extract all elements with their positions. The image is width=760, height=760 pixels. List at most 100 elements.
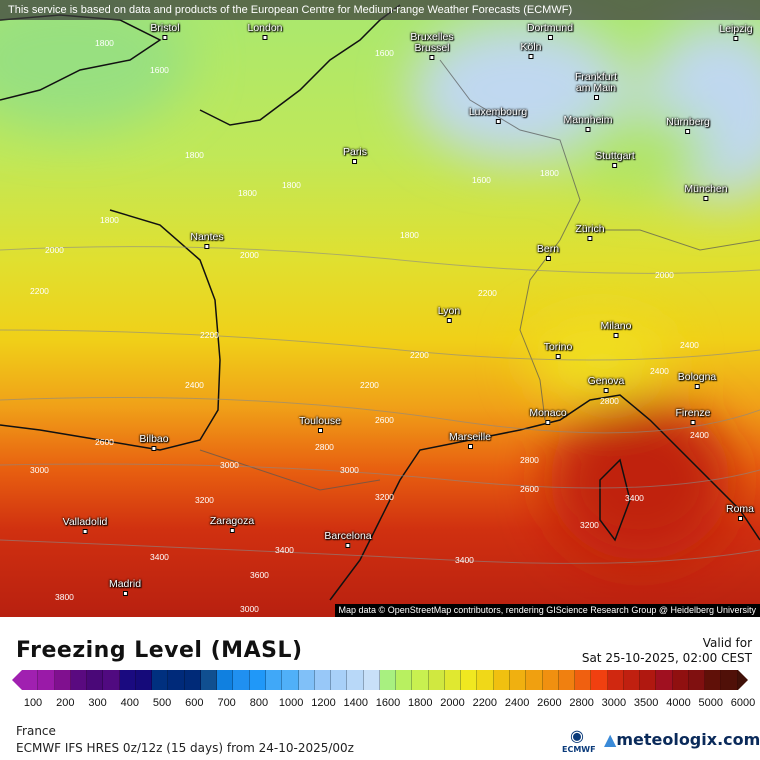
color-swatch [558,670,576,690]
color-swatch [396,670,413,690]
city-label: Nantes [190,232,224,249]
color-swatch [168,670,185,690]
contour-label: 1800 [540,168,559,178]
contour-label: 2200 [30,286,49,296]
color-swatch [135,670,153,690]
scale-tick-label: 5000 [698,697,723,709]
meteologix-logo[interactable]: ▲meteologix.com [604,730,760,749]
city-marker [122,591,128,596]
color-swatch [461,670,478,690]
color-swatch [607,670,624,690]
city-label: Köln [520,42,542,59]
color-scale-bar [12,670,748,690]
contour-label: 2200 [410,350,429,360]
color-swatch [282,670,299,690]
color-swatch [87,670,104,690]
city-label: Torino [544,342,572,359]
city-label: Marseille [449,432,491,449]
city-label: Milano [601,321,631,338]
city-marker [545,256,551,261]
city-marker [345,543,351,548]
contour-label: 3400 [455,555,474,565]
city-marker [82,529,88,534]
valid-time: Valid for Sat 25-10-2025, 02:00 CEST [582,636,752,666]
city-label: Bilbao [139,434,169,451]
city-marker [528,54,534,59]
city-marker [495,119,501,124]
city-label: Nürnberg [666,117,710,134]
city-label: Firenze [675,408,711,425]
color-swatch [200,670,218,690]
city-marker [467,444,473,449]
contour-label: 2200 [478,288,497,298]
region-label: France [16,724,56,738]
contours [0,246,760,564]
contour-label: 1800 [400,230,419,240]
city-marker [352,159,358,164]
city-label: Monaco [529,408,567,425]
contour-label: 2400 [650,366,669,376]
color-swatch [591,670,608,690]
scale-tick-label: 2200 [472,697,498,709]
color-swatch [721,670,738,690]
map-attribution: Map data © OpenStreetMap contributors, r… [334,604,760,617]
contour-label: 2800 [520,455,539,465]
contour-label: 3200 [195,495,214,505]
map-title: Freezing Level (MASL) [16,638,303,663]
scale-tick-label: 100 [23,697,43,709]
city-label: Bristol [150,23,180,40]
valid-datetime: Sat 25-10-2025, 02:00 CEST [581,651,752,665]
city-label: Roma [726,504,754,521]
contour-label: 2000 [240,250,259,260]
city-marker [587,236,593,241]
scale-tick-label: 2800 [569,697,594,709]
city-marker [703,196,709,201]
scale-tick-label: 200 [56,697,75,709]
scale-tick-label: 6000 [730,697,756,709]
contour-label: 3600 [250,570,269,580]
color-swatch [575,670,592,690]
contour-label: 1800 [100,215,119,225]
color-swatch [623,670,641,690]
contour-label: 3400 [625,493,644,503]
color-swatch [363,670,380,690]
contour-label: 1800 [282,180,301,190]
ecmwf-notice-banner: This service is based on data and produc… [0,0,760,20]
color-scale-ticks: 100 200 300 400 500 600 700 800 1000 1200 1400 1600… [18,697,756,711]
city-label: Paris [343,147,367,164]
freezing-level-map[interactable]: Bristol London Dortmund Leipzig Bruxelles Br… [0,0,760,617]
color-swatch [152,670,169,690]
borders [199,59,760,491]
scale-tick-label: 1000 [278,697,304,709]
city-label: Bruxelles Brussel [410,32,454,60]
scale-tick-label: 3500 [633,697,659,709]
valid-label: Valid for [702,636,752,650]
city-marker [690,420,696,425]
contour-label: 3000 [240,604,259,614]
contour-label: 2000 [45,245,64,255]
contour-label: 2200 [200,330,219,340]
contour-label: 2400 [680,340,699,350]
city-marker [545,420,551,425]
city-marker [593,95,599,100]
scale-tick-label: 1200 [311,697,336,709]
scale-tick-label: 600 [185,697,204,709]
color-swatch [184,670,201,690]
color-swatch [103,670,120,690]
contour-label: 2600 [375,415,394,425]
contour-label: 2600 [520,484,539,494]
color-swatch [705,670,722,690]
city-marker [737,516,743,521]
city-marker [151,446,157,451]
color-swatch [656,670,673,690]
city-marker [733,36,739,41]
scale-tick-label: 1600 [375,697,401,709]
scale-tick-label: 500 [152,697,172,709]
contour-label: 2800 [600,396,619,406]
model-run-label: ECMWF IFS HRES 0z/12z (15 days) from 24-… [16,741,354,755]
scale-tick-label: 2400 [504,697,530,709]
city-label: Zaragoza [210,516,254,533]
color-swatch [70,670,88,690]
city-label: Frankfurt am Main [575,72,617,100]
color-swatch [298,670,315,690]
